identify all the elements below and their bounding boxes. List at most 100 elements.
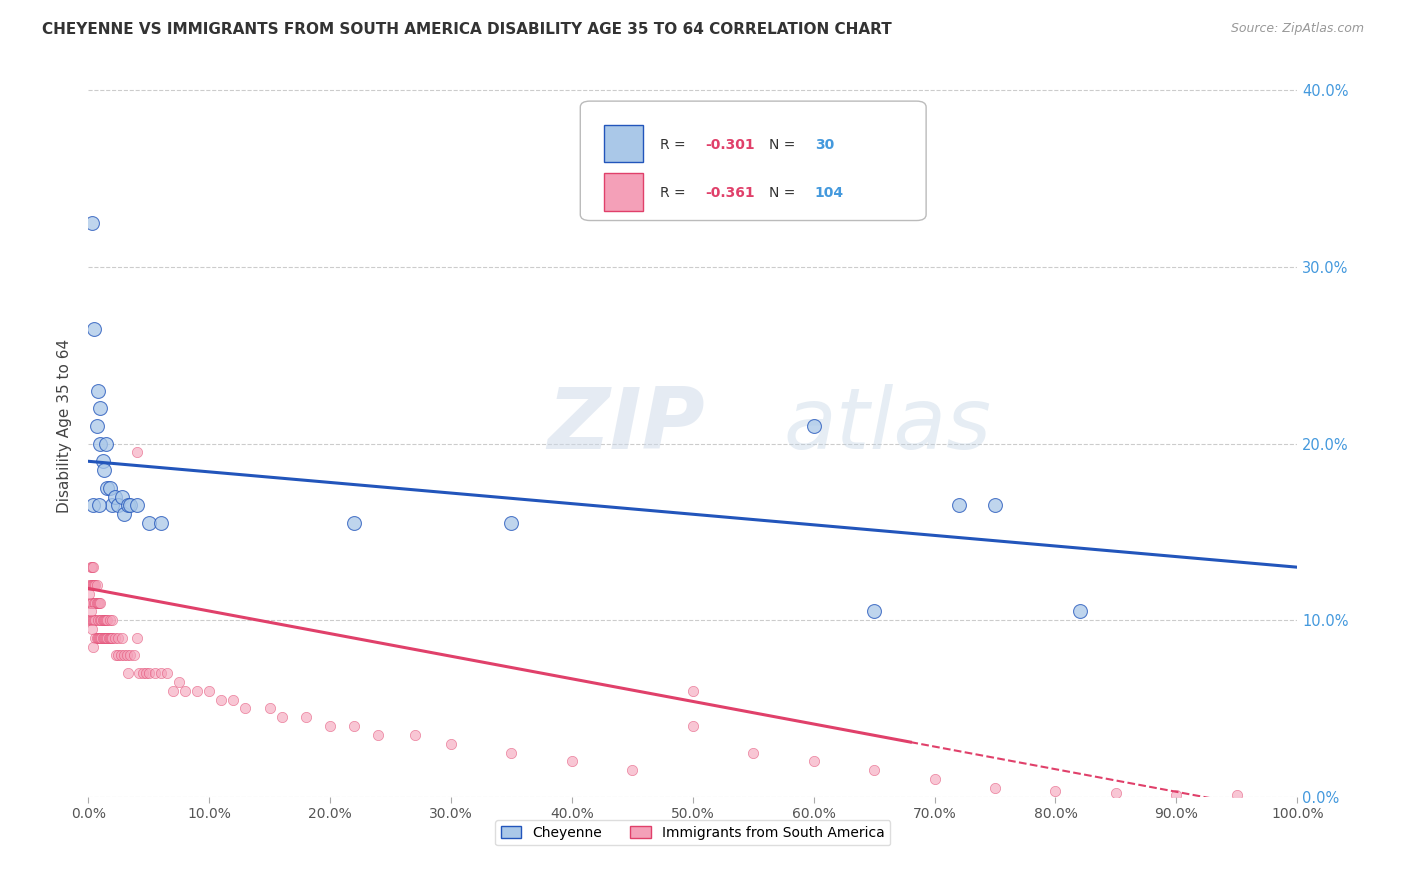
Point: [89, 613, 111, 627]
Point: [98, 631, 121, 645]
Point: [1226, 788, 1249, 802]
Point: [96, 613, 118, 627]
Point: [80, 622, 103, 636]
Point: [93, 463, 115, 477]
Point: [107, 631, 129, 645]
Point: [82, 560, 104, 574]
Point: [80, 613, 103, 627]
FancyBboxPatch shape: [605, 173, 643, 211]
Point: [80, 216, 103, 230]
Point: [117, 499, 139, 513]
Point: [863, 764, 886, 778]
Point: [89, 401, 111, 416]
Point: [93, 613, 115, 627]
Point: [87, 595, 110, 609]
Point: [863, 604, 886, 618]
Point: [83, 613, 105, 627]
Point: [93, 631, 115, 645]
Point: [83, 578, 105, 592]
Point: [79, 595, 101, 609]
Point: [984, 499, 1007, 513]
Point: [82, 640, 104, 654]
Point: [94, 613, 117, 627]
Point: [111, 490, 134, 504]
Point: [120, 648, 142, 663]
Point: [80, 595, 103, 609]
Point: [96, 631, 118, 645]
Point: [79, 587, 101, 601]
Point: [87, 613, 110, 627]
Point: [89, 631, 111, 645]
Point: [89, 595, 111, 609]
Point: [501, 746, 523, 760]
Point: [259, 701, 281, 715]
Point: [86, 595, 108, 609]
Point: [682, 719, 704, 733]
Point: [84, 631, 107, 645]
Text: Source: ZipAtlas.com: Source: ZipAtlas.com: [1230, 22, 1364, 36]
Point: [79, 604, 101, 618]
Point: [117, 666, 139, 681]
Text: -0.361: -0.361: [704, 186, 755, 200]
Point: [87, 595, 110, 609]
Y-axis label: Disability Age 35 to 64: Disability Age 35 to 64: [58, 339, 72, 513]
Point: [90, 631, 112, 645]
Point: [112, 507, 135, 521]
Point: [84, 595, 107, 609]
Point: [125, 445, 148, 459]
Point: [82, 578, 104, 592]
Point: [501, 516, 523, 530]
Point: [149, 516, 172, 530]
Point: [107, 648, 129, 663]
Point: [98, 613, 121, 627]
Point: [89, 436, 111, 450]
Point: [91, 631, 114, 645]
Text: R =: R =: [659, 186, 690, 200]
Point: [131, 666, 153, 681]
Point: [97, 631, 120, 645]
Point: [138, 666, 160, 681]
Point: [984, 780, 1007, 795]
Point: [186, 683, 208, 698]
Point: [79, 578, 101, 592]
Legend: Cheyenne, Immigrants from South America: Cheyenne, Immigrants from South America: [495, 821, 890, 846]
Point: [561, 755, 583, 769]
Point: [82, 613, 104, 627]
Point: [94, 631, 117, 645]
Point: [96, 631, 118, 645]
Point: [79, 613, 101, 627]
Point: [120, 499, 142, 513]
Point: [122, 648, 145, 663]
Point: [82, 499, 104, 513]
Point: [156, 666, 179, 681]
Point: [104, 648, 127, 663]
Point: [149, 666, 172, 681]
Point: [128, 666, 150, 681]
Point: [924, 772, 946, 786]
Text: N =: N =: [769, 137, 800, 152]
Point: [209, 692, 232, 706]
Point: [1069, 604, 1091, 618]
Point: [742, 746, 765, 760]
Point: [222, 692, 245, 706]
Point: [104, 490, 127, 504]
Point: [86, 419, 108, 434]
Point: [84, 578, 107, 592]
Point: [233, 701, 256, 715]
Text: 30: 30: [815, 137, 834, 152]
Point: [440, 737, 463, 751]
FancyBboxPatch shape: [581, 101, 927, 220]
Point: [80, 578, 103, 592]
Point: [404, 728, 426, 742]
Point: [98, 481, 121, 495]
Point: [173, 683, 195, 698]
Point: [138, 516, 160, 530]
Point: [96, 613, 118, 627]
Point: [107, 499, 129, 513]
Point: [101, 613, 124, 627]
Point: [87, 499, 110, 513]
Point: [167, 675, 190, 690]
Point: [1045, 784, 1067, 798]
Point: [96, 481, 118, 495]
Point: [125, 499, 148, 513]
